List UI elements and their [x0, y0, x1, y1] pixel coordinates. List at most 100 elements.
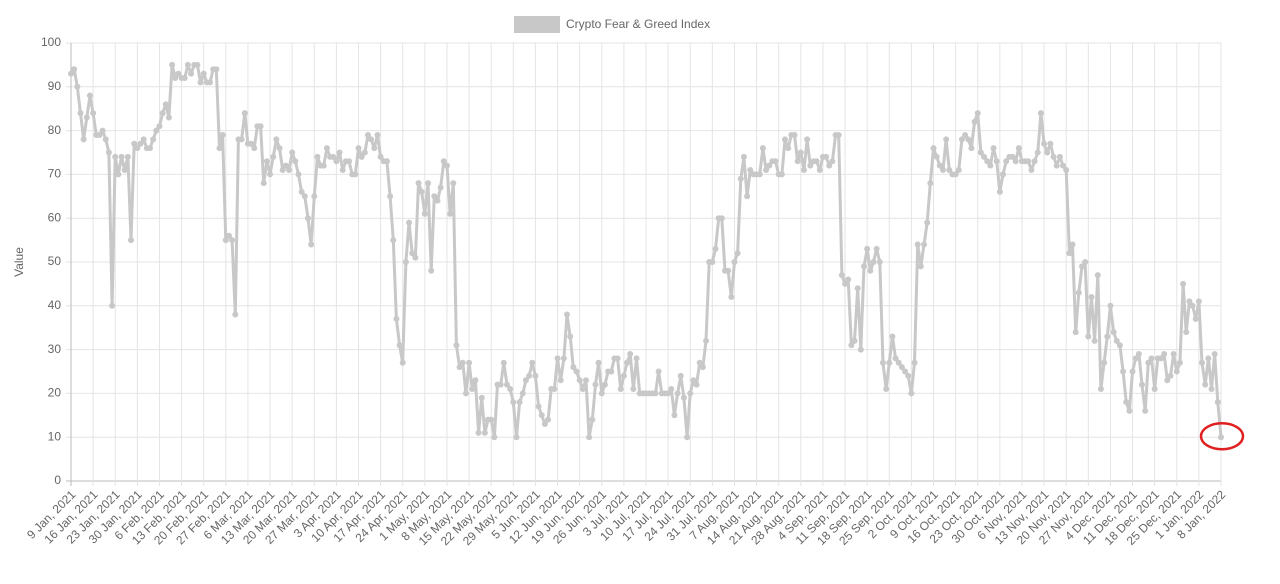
point	[1009, 153, 1016, 160]
point	[573, 368, 580, 375]
point	[860, 263, 867, 270]
point	[576, 377, 583, 384]
point	[1072, 329, 1079, 336]
point	[614, 355, 621, 362]
point	[270, 153, 277, 160]
point	[905, 372, 912, 379]
point	[121, 167, 128, 174]
point	[889, 333, 896, 340]
point	[481, 429, 488, 436]
point	[936, 162, 943, 169]
point	[526, 372, 533, 379]
point	[248, 140, 255, 147]
point	[466, 359, 473, 366]
point	[1075, 289, 1082, 296]
point	[263, 158, 270, 165]
point	[513, 434, 520, 441]
point	[516, 399, 523, 406]
point	[1107, 302, 1114, 309]
point	[421, 210, 428, 217]
point	[952, 171, 959, 178]
point	[295, 171, 302, 178]
point	[867, 267, 874, 274]
point	[778, 171, 785, 178]
point	[737, 175, 744, 182]
point	[971, 118, 978, 125]
point	[630, 386, 637, 393]
point	[1135, 350, 1142, 357]
point	[1069, 241, 1076, 248]
point	[696, 359, 703, 366]
point	[1192, 315, 1199, 322]
point	[740, 153, 747, 160]
point	[1164, 377, 1171, 384]
point	[677, 372, 684, 379]
point	[1034, 149, 1041, 156]
point	[311, 193, 318, 200]
legend-label[interactable]: Crypto Fear & Greed Index	[566, 17, 710, 31]
point	[917, 263, 924, 270]
point	[469, 386, 476, 393]
point	[383, 158, 390, 165]
point	[409, 250, 416, 257]
point	[864, 245, 871, 252]
point	[181, 75, 188, 82]
point	[364, 131, 371, 138]
point	[1132, 355, 1139, 362]
point	[1183, 329, 1190, 336]
point	[1157, 355, 1164, 362]
point	[1060, 162, 1067, 169]
point	[993, 158, 1000, 165]
point	[728, 294, 735, 301]
y-tick-label: 100	[41, 35, 61, 49]
point	[1167, 372, 1174, 379]
point	[592, 381, 599, 388]
point	[510, 399, 517, 406]
point	[153, 127, 160, 134]
point	[1148, 355, 1155, 362]
point	[756, 171, 763, 178]
point	[1116, 342, 1123, 349]
point	[554, 355, 561, 362]
point	[680, 394, 687, 401]
point	[1205, 355, 1212, 362]
point	[273, 136, 280, 143]
point	[1176, 359, 1183, 366]
point	[879, 359, 886, 366]
point	[134, 145, 141, 152]
point	[1037, 110, 1044, 117]
point	[876, 259, 883, 265]
point	[225, 232, 232, 239]
y-tick-label: 30	[48, 342, 62, 356]
point	[921, 241, 928, 248]
point	[402, 259, 409, 265]
point	[791, 131, 798, 138]
point	[848, 342, 855, 349]
point	[1142, 407, 1149, 414]
point	[1050, 153, 1057, 160]
point	[712, 245, 719, 252]
legend-swatch[interactable]	[514, 16, 560, 33]
point	[1056, 153, 1063, 160]
point	[1063, 167, 1070, 174]
point	[608, 368, 615, 375]
point	[285, 167, 292, 174]
point	[532, 372, 539, 379]
y-axis-title: Value	[12, 247, 26, 277]
point	[308, 241, 315, 248]
point	[475, 429, 482, 436]
point	[601, 381, 608, 388]
point	[693, 381, 700, 388]
point	[431, 193, 438, 200]
point	[137, 140, 144, 147]
point	[933, 153, 940, 160]
point	[156, 123, 163, 130]
point	[892, 355, 899, 362]
y-tick-label: 0	[54, 473, 61, 487]
point	[462, 390, 469, 397]
point	[478, 394, 485, 401]
point	[551, 386, 558, 393]
point	[1208, 386, 1215, 393]
point	[857, 346, 864, 353]
point	[902, 368, 909, 375]
